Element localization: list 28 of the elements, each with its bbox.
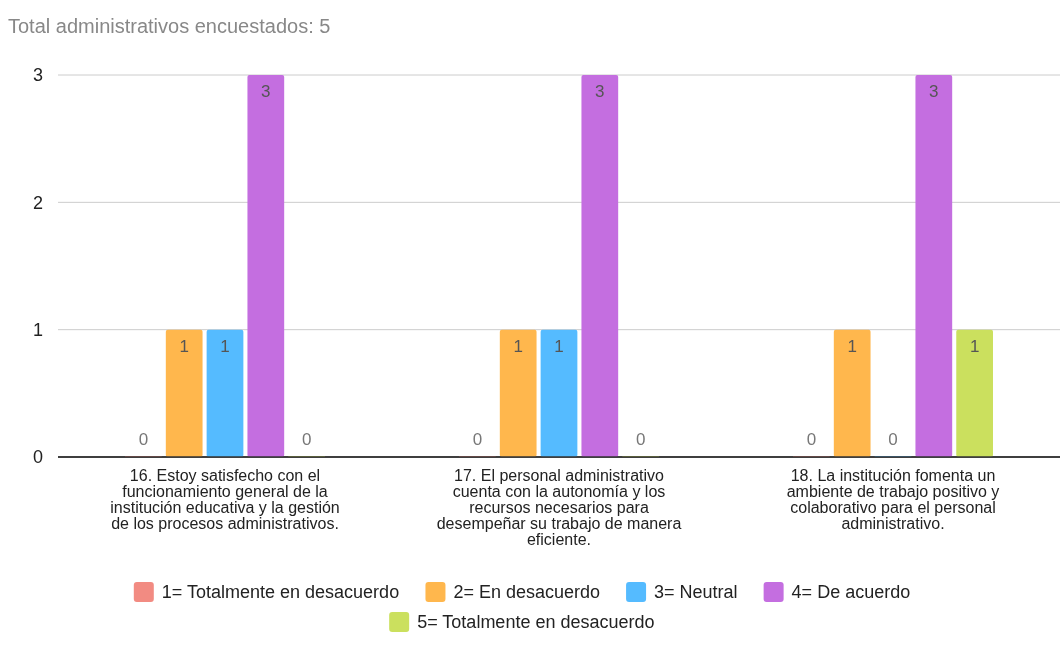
chart-title: Total administrativos encuestados: 5 bbox=[8, 15, 331, 37]
legend-label: 3= Neutral bbox=[654, 582, 738, 603]
data-label: 3 bbox=[261, 82, 271, 101]
data-label: 1 bbox=[554, 336, 564, 356]
data-label: 3 bbox=[929, 82, 939, 101]
legend-label: 1= Totalmente en desacuerdo bbox=[161, 582, 400, 603]
data-label: 3 bbox=[595, 82, 605, 101]
data-label: 1 bbox=[220, 336, 230, 356]
data-label: 1 bbox=[847, 336, 857, 356]
legend-label: 2= En desacuerdo bbox=[453, 582, 601, 603]
data-label: 1 bbox=[513, 336, 523, 356]
data-label: 0 bbox=[635, 430, 646, 449]
y-tick-label: 3 bbox=[32, 65, 44, 86]
y-tick-label: 2 bbox=[32, 192, 44, 213]
legend-label: 5= Totalmente en desacuerdo bbox=[417, 612, 655, 633]
data-label: 0 bbox=[888, 430, 898, 449]
data-label: 0 bbox=[301, 430, 312, 449]
data-label: 0 bbox=[138, 430, 149, 449]
y-tick-label: 1 bbox=[32, 319, 44, 340]
data-label: 1 bbox=[969, 336, 980, 356]
data-label: 1 bbox=[179, 336, 189, 356]
x-tick-label: 18. La institución fomenta un ambiente de trabajo positivo y colaborativo para el personal administrativo. bbox=[786, 467, 1000, 532]
x-tick-label: 16. Estoy satisfecho con el funcionamiento general de la institución educativa y la gestión de los procesos administrativos. bbox=[110, 467, 340, 532]
x-tick-label: 17. El personal administrativo cuenta con la autonomía y los recursos necesarios para desempeñar su trabajo de manera eficiente. bbox=[436, 467, 682, 548]
y-tick-label: 0 bbox=[32, 447, 44, 468]
data-label: 0 bbox=[806, 430, 817, 449]
data-label: 0 bbox=[472, 430, 483, 449]
legend-label: 4= De acuerdo bbox=[791, 582, 911, 603]
